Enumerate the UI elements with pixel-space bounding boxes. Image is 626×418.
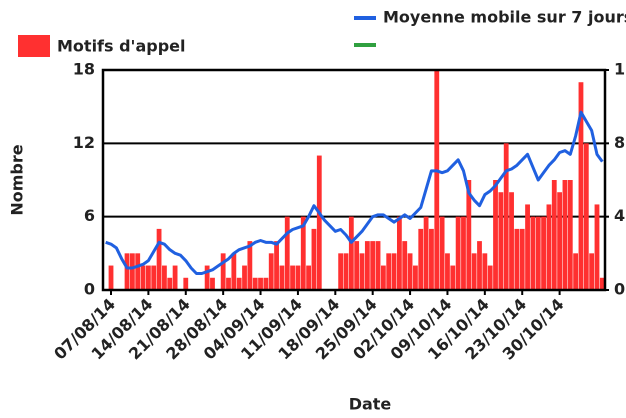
bar [162, 265, 167, 290]
bar [156, 228, 162, 290]
bar [151, 265, 157, 290]
bar [316, 155, 322, 290]
bar [210, 277, 215, 290]
bar [583, 143, 589, 290]
bar [589, 253, 595, 290]
bar [525, 204, 530, 290]
bar [413, 265, 418, 290]
legend-swatch [18, 35, 50, 57]
bar [375, 241, 381, 290]
bar [370, 241, 376, 290]
bar [274, 241, 279, 290]
bar [252, 277, 258, 290]
y-tick-label: 6 [84, 206, 95, 225]
y-tick-label: 18 [73, 60, 95, 79]
bar [348, 216, 354, 290]
bar [487, 265, 493, 290]
bar [247, 241, 253, 290]
y2-tick-label: 4 [614, 206, 625, 225]
bar [220, 253, 226, 290]
bar [338, 253, 344, 290]
bar [226, 277, 231, 290]
bar [129, 253, 135, 290]
bar [300, 216, 306, 290]
bar [167, 277, 173, 290]
bar [391, 253, 397, 290]
bar [268, 253, 274, 290]
bar [573, 253, 579, 290]
bar [380, 265, 386, 290]
moving-average-line [105, 110, 604, 275]
bar [514, 228, 520, 290]
bar [290, 265, 295, 290]
bar [519, 228, 525, 290]
bar [311, 228, 317, 290]
bar [258, 277, 263, 290]
bar [236, 277, 242, 290]
bar [482, 253, 488, 290]
bar [578, 82, 584, 290]
bar [183, 277, 189, 290]
bar [135, 253, 141, 290]
bar [263, 277, 269, 290]
bar [284, 216, 290, 290]
bar [279, 265, 285, 290]
bar [466, 180, 472, 290]
bar [503, 143, 509, 290]
plot-frame [101, 68, 607, 292]
bar [172, 265, 178, 290]
bar [354, 241, 360, 290]
bar [402, 241, 408, 290]
bar [343, 253, 349, 290]
bar [140, 265, 146, 290]
bar [455, 216, 461, 290]
bar [295, 265, 301, 290]
y2-tick-label: 0 [614, 280, 625, 299]
bar [471, 253, 477, 290]
legend-label: Motifs d'appel [57, 37, 186, 56]
bar [551, 180, 557, 290]
y-tick-label: 12 [73, 133, 95, 152]
bar [396, 216, 402, 290]
y2-tick-label: 1 [614, 60, 625, 79]
x-axis-title: Date [349, 395, 392, 414]
bar [530, 216, 536, 290]
y2-tick-label: 8 [614, 133, 625, 152]
bar [557, 192, 563, 290]
bar [445, 253, 450, 290]
bar [434, 70, 440, 290]
bar [418, 228, 424, 290]
bar [204, 265, 210, 290]
bar [386, 253, 392, 290]
bar [364, 241, 370, 290]
bar [231, 253, 237, 290]
bar [594, 204, 600, 290]
bar [359, 253, 365, 290]
bar [306, 265, 312, 290]
bar [242, 265, 247, 290]
bar [509, 192, 514, 290]
y-axis-title: Nombre [8, 144, 27, 215]
bar [498, 192, 504, 290]
bar [429, 228, 434, 290]
bar [546, 204, 552, 290]
bar [477, 241, 482, 290]
bar [124, 253, 130, 290]
bar [108, 265, 114, 290]
bar [423, 216, 429, 290]
bar [535, 216, 541, 290]
bar [562, 180, 568, 290]
bar [407, 253, 413, 290]
bar [599, 277, 605, 290]
bar [450, 265, 456, 290]
bar [439, 216, 445, 290]
bar [493, 180, 498, 290]
legend-label: Moyenne mobile sur 7 jours [383, 8, 626, 27]
bar [567, 180, 573, 290]
bar [541, 216, 546, 290]
bar [145, 265, 151, 290]
y-tick-label: 0 [84, 280, 95, 299]
bar [461, 216, 466, 290]
